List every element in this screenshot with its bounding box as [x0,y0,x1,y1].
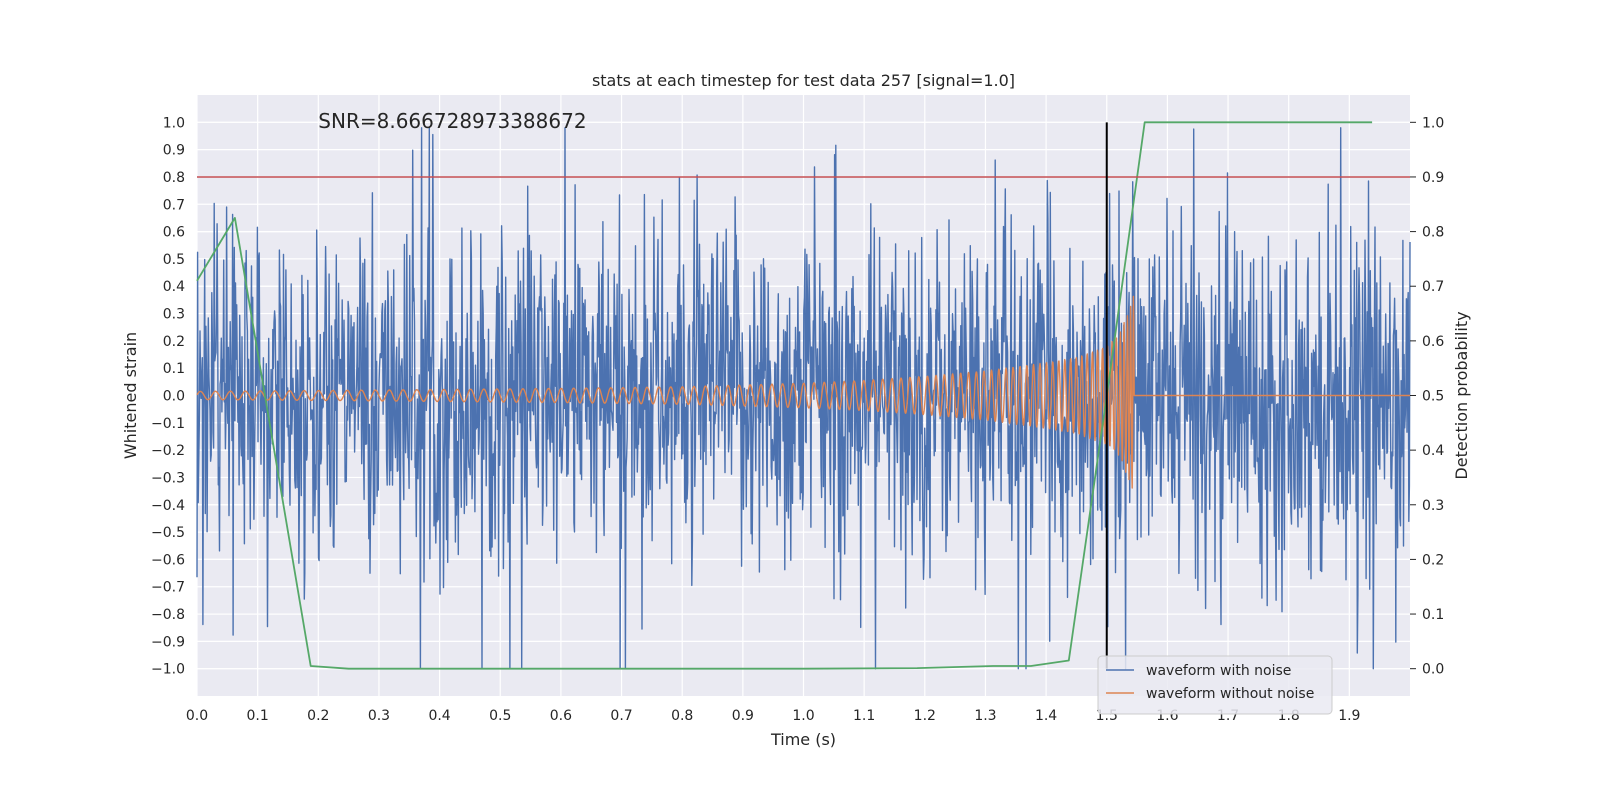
x-tick-label: 1.4 [1035,708,1057,724]
y-tick-label: 0.8 [163,170,185,186]
y-tick-label: 1.0 [163,115,185,131]
y-tick-label: −0.6 [151,552,185,568]
series-line-0 [196,127,1411,670]
legend: waveform with noise waveform without nois… [1097,655,1333,715]
y2-tick-label: 0.3 [1422,498,1444,514]
y-tick-label: 0.2 [163,334,185,350]
x-tick-label: 0.0 [186,708,208,724]
snr-annotation: SNR=8.666728973388672 [318,109,586,133]
x-tick-label: 0.2 [307,708,329,724]
y-tick-label: 0.3 [163,307,185,323]
x-tick-label: 0.7 [610,708,632,724]
y2-tick-label: 0.6 [1422,334,1444,350]
y-axis-label: Whitened strain [121,332,140,459]
y-axis-ticks: −1.0 −0.9 −0.8 −0.7 −0.6 −0.5 −0.4 −0.3 −0.2 −0.1… [151,115,185,677]
y-tick-label: −0.3 [151,470,185,486]
x-tick-label: 1.3 [974,708,996,724]
y2-tick-label: 0.8 [1422,225,1444,241]
y2-tick-label: 0.0 [1422,662,1444,678]
x-tick-label: 0.9 [732,708,754,724]
y-tick-label: 0.0 [163,389,185,405]
legend-box [1097,655,1333,715]
y2-tick-label: 0.5 [1422,389,1444,405]
x-axis-label: Time (s) [770,730,836,749]
x-tick-label: 0.3 [368,708,390,724]
x-tick-label: 0.8 [671,708,693,724]
x-tick-label: 1.0 [792,708,814,724]
y-tick-label: 0.5 [163,252,185,268]
series-line-1 [196,295,1411,489]
x-tick-label: 1.1 [853,708,875,724]
series-layer [196,121,1411,670]
y-tick-label: 0.7 [163,197,185,213]
y-tick-label: −0.4 [151,498,185,514]
chart-title: stats at each timestep for test data 257… [592,71,1015,90]
y2-tick-label: 0.4 [1422,443,1444,459]
y2-tick-label: 0.2 [1422,552,1444,568]
y-tick-label: 0.1 [163,361,185,377]
y-tick-label: −0.8 [151,607,185,623]
legend-label: waveform without noise [1146,686,1314,702]
y2-tick-label: 0.9 [1422,170,1444,186]
reference-lines [197,122,1410,669]
y-tick-label: −0.7 [151,580,185,596]
y-tick-label: 0.4 [163,279,185,295]
y2-tick-label: 0.7 [1422,279,1444,295]
x-tick-label: 0.5 [489,708,511,724]
y-tick-label: −0.1 [151,416,185,432]
x-tick-label: 0.4 [428,708,450,724]
y2-tick-label: 1.0 [1422,115,1444,131]
y2-axis-label: Detection probability [1452,311,1471,479]
y-tick-label: −0.9 [151,634,185,650]
y-tick-label: −1.0 [151,662,185,678]
series-line-2 [196,121,1373,670]
y-tick-label: 0.9 [163,143,185,159]
x-tick-label: 1.9 [1338,708,1360,724]
x-tick-label: 0.1 [247,708,269,724]
legend-label: waveform with noise [1146,663,1291,679]
x-tick-label: 1.2 [914,708,936,724]
x-tick-label: 0.6 [550,708,572,724]
y2-tick-label: 0.1 [1422,607,1444,623]
y-tick-label: −0.2 [151,443,185,459]
y2-axis-ticks: 0.0 0.1 0.2 0.3 0.4 0.5 0.6 0.7 0.8 0.9 1.0 [1410,115,1444,678]
y-tick-label: 0.6 [163,225,185,241]
y-tick-label: −0.5 [151,525,185,541]
